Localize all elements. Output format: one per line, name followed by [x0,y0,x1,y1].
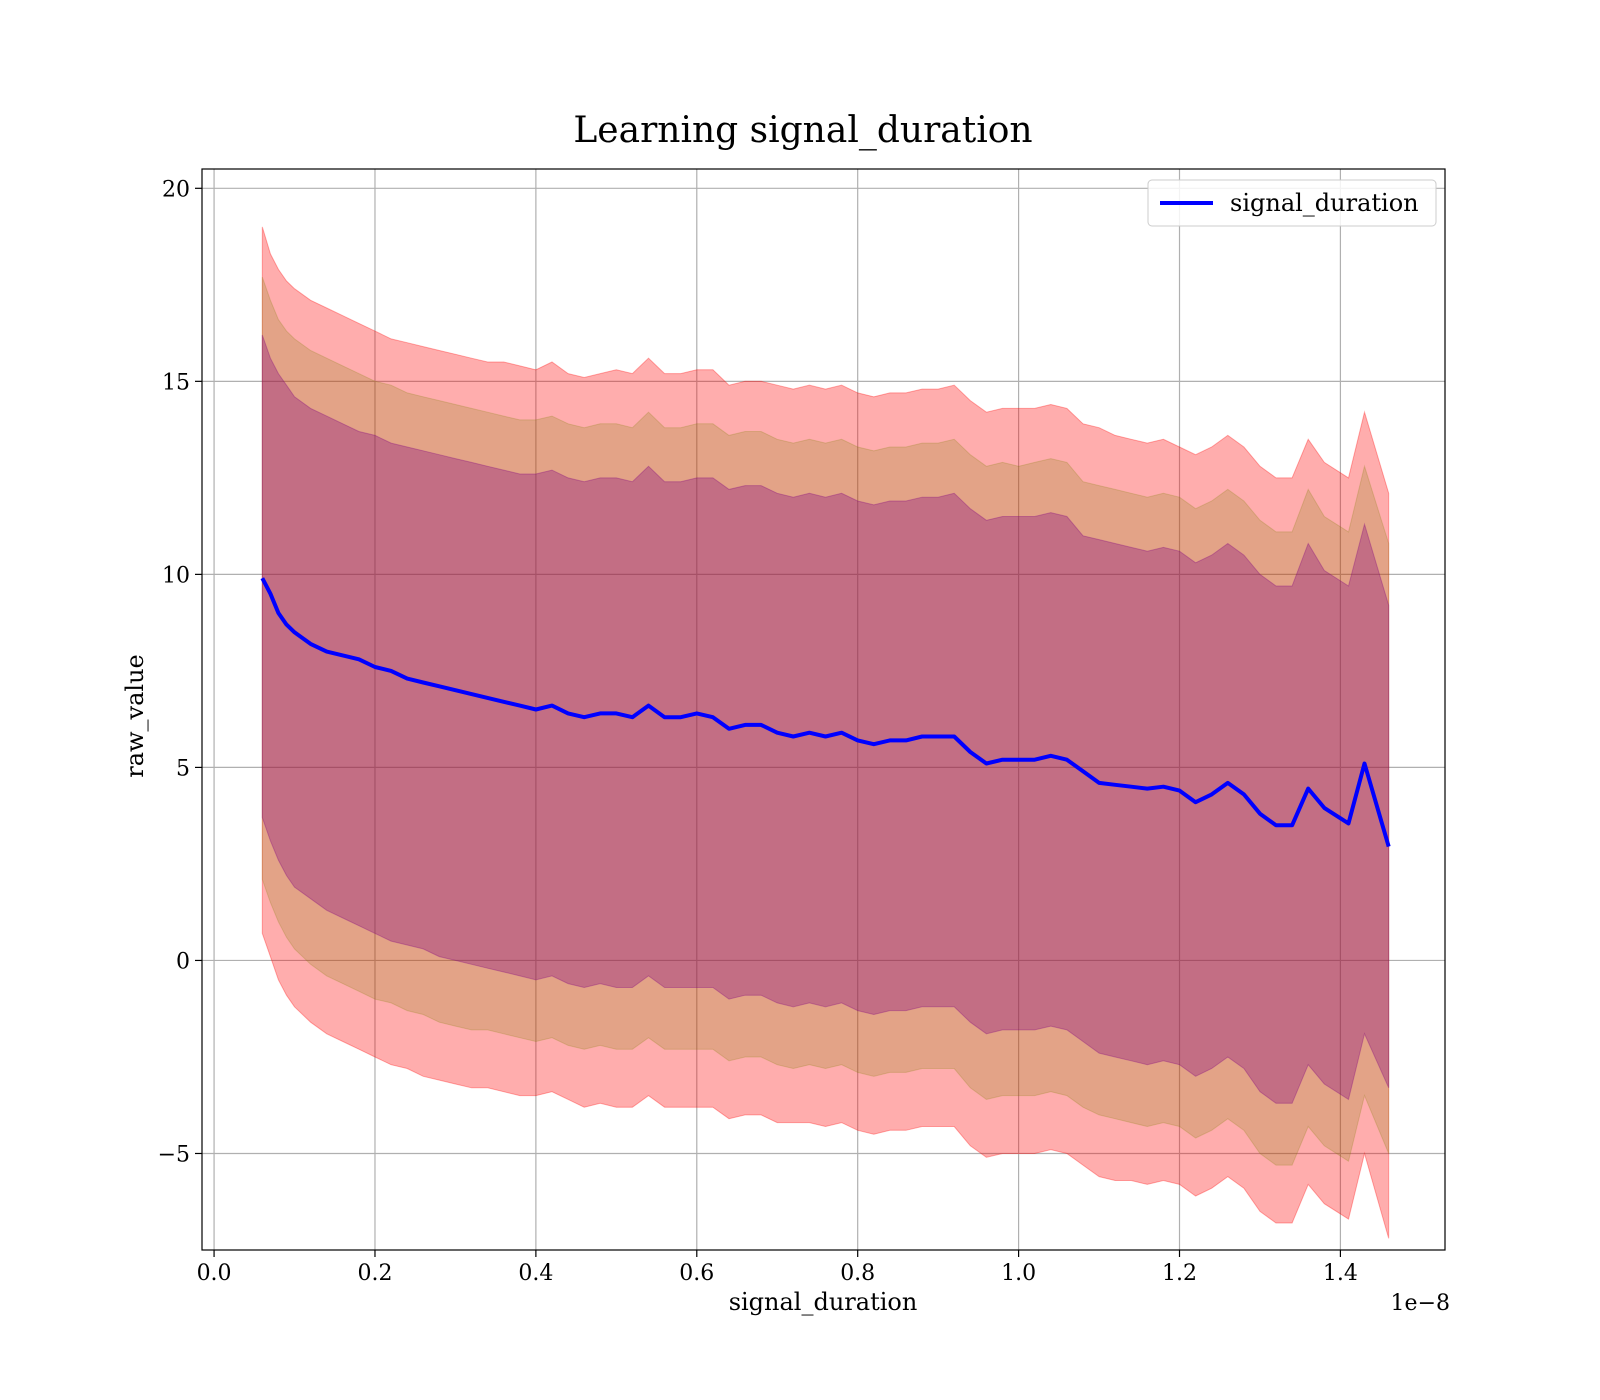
x-tick-label: 0.4 [518,1261,553,1286]
y-tick-label: −5 [158,1142,190,1167]
x-tick-label: 0.6 [679,1261,714,1286]
band-outer [261,226,1390,1239]
legend-box [1147,179,1437,227]
x-tick-label: 0.0 [197,1261,232,1286]
y-axis-ticks: −5 0 5 10 15 20 [158,177,202,1167]
band-middle [261,276,1390,1166]
legend-label-signal-duration: signal_duration [1230,189,1419,217]
x-tick-label: 1.0 [1001,1261,1036,1286]
plot-frame [201,168,1446,1251]
x-tick-label: 0.8 [840,1261,875,1286]
confidence-bands [261,226,1390,1239]
x-tick-label: 1.4 [1323,1261,1358,1286]
y-tick-label: 0 [176,949,190,974]
y-axis-label: raw_value [121,654,149,778]
series-line-signal-duration [260,577,1391,848]
x-axis-offset-text: 1e−8 [1391,1291,1450,1316]
series-lines [260,577,1391,848]
y-tick-label: 20 [162,177,190,202]
x-axis-label: signal_duration [729,1288,918,1316]
chart-title: Learning signal_duration [573,110,1032,151]
x-tick-label: 1.2 [1162,1261,1197,1286]
band-inner [261,334,1390,1104]
x-tick-label: 0.2 [357,1261,392,1286]
y-tick-label: 10 [162,563,190,588]
legend: signal_duration [1147,179,1437,227]
x-axis-ticks: 0.0 0.2 0.4 0.6 0.8 1.0 1.2 1.4 [197,1250,1358,1286]
y-tick-label: 15 [162,370,190,395]
y-tick-label: 5 [176,756,190,781]
